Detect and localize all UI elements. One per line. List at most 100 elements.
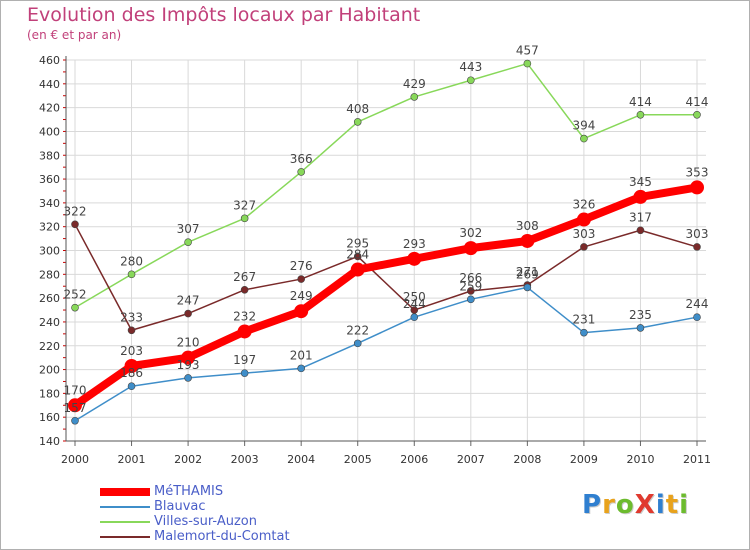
data-label-3: 317 xyxy=(629,210,652,224)
series-point-3 xyxy=(297,275,305,283)
y-tick-label: 300 xyxy=(39,245,60,258)
series-line-1 xyxy=(74,286,698,422)
series-point-1 xyxy=(127,382,136,391)
series-point-0 xyxy=(463,241,478,256)
series-point-1 xyxy=(693,313,701,321)
series xyxy=(68,59,704,425)
data-label-2: 429 xyxy=(403,77,426,91)
y-tick-label: 420 xyxy=(39,102,60,115)
data-label-1: 244 xyxy=(403,297,426,311)
series-point-0 xyxy=(294,304,309,319)
series-point-2 xyxy=(297,168,305,176)
data-label-2: 280 xyxy=(120,254,143,268)
data-label-1: 193 xyxy=(177,358,200,372)
data-label-3: 250 xyxy=(403,290,426,304)
series-point-0 xyxy=(68,398,82,413)
grid xyxy=(66,59,706,442)
y-tick-label: 320 xyxy=(39,221,60,234)
data-label-1: 222 xyxy=(346,323,369,337)
series-point-1 xyxy=(636,324,645,332)
series-point-0 xyxy=(124,358,139,373)
data-label-0: 302 xyxy=(459,226,482,240)
legend-swatch-2 xyxy=(100,521,150,523)
data-label-2: 408 xyxy=(346,102,369,116)
y-tick-label: 360 xyxy=(39,173,60,186)
y-tick-label: 460 xyxy=(39,54,60,67)
data-label-1: 157 xyxy=(64,401,87,415)
series-point-1 xyxy=(410,313,419,321)
series-point-0 xyxy=(237,324,252,339)
series-point-3 xyxy=(353,252,362,261)
series-point-1 xyxy=(523,283,532,292)
legend-label-2: Villes-sur-Auzon xyxy=(154,514,257,529)
data-label-0: 308 xyxy=(516,219,539,233)
y-tick-label: 160 xyxy=(39,411,60,424)
x-tick-label: 2010 xyxy=(626,453,654,466)
legend-label-1: Blauvac xyxy=(154,499,206,514)
data-label-3: 303 xyxy=(572,227,595,241)
data-label-1: 244 xyxy=(686,297,709,311)
series-point-2 xyxy=(580,134,588,143)
legend-item: MéTHAMIS xyxy=(100,484,360,500)
legend-label-3: Malemort-du-Comtat xyxy=(154,529,290,544)
legend-swatch-3 xyxy=(100,536,150,538)
legend: MéTHAMIS Blauvac Villes-sur-Auzon Malemo… xyxy=(100,484,360,545)
data-label-1: 197 xyxy=(233,353,256,367)
data-label-3: 233 xyxy=(120,310,143,324)
series-point-2 xyxy=(523,59,532,68)
x-tick-label: 2001 xyxy=(118,453,146,466)
y-tick-label: 440 xyxy=(39,78,60,91)
data-label-0: 293 xyxy=(403,237,426,251)
y-tick-label: 400 xyxy=(39,125,60,138)
data-label-3: 295 xyxy=(346,236,369,250)
x-tick-label: 2011 xyxy=(683,453,711,466)
y-tick-label: 240 xyxy=(39,316,60,329)
series-point-0 xyxy=(181,350,196,365)
y-tick-label: 380 xyxy=(39,149,60,162)
data-label-2: 443 xyxy=(459,60,482,74)
y-tick-label: 220 xyxy=(39,340,60,353)
data-label-0: 249 xyxy=(290,289,313,303)
data-label-3: 276 xyxy=(290,259,313,273)
data-label-0: 326 xyxy=(572,198,595,212)
series-point-3 xyxy=(71,220,79,229)
data-label-1: 231 xyxy=(572,313,595,327)
series-line-3 xyxy=(74,223,698,332)
x-tick-label: 2005 xyxy=(344,453,372,466)
data-label-3: 271 xyxy=(516,265,539,279)
series-point-3 xyxy=(184,309,192,318)
series-point-0 xyxy=(633,189,648,204)
data-label-2: 414 xyxy=(629,95,652,109)
series-point-0 xyxy=(520,233,535,248)
data-label-1: 201 xyxy=(290,348,313,362)
legend-item: Malemort-du-Comtat xyxy=(100,529,360,545)
data-label-2: 394 xyxy=(572,119,595,133)
series-point-3 xyxy=(636,226,645,235)
series-point-3 xyxy=(240,285,249,294)
legend-item: Blauvac xyxy=(100,499,360,515)
series-point-1 xyxy=(580,328,588,337)
chart-subtitle: (en € et par an) xyxy=(27,28,122,42)
legend-item: Villes-sur-Auzon xyxy=(100,514,360,530)
y-tick-label: 280 xyxy=(39,268,60,281)
series-point-2 xyxy=(127,270,136,279)
series-point-2 xyxy=(240,214,249,223)
data-label-0: 284 xyxy=(346,248,369,262)
data-label-3: 322 xyxy=(64,204,87,218)
series-point-3 xyxy=(467,287,475,295)
series-point-3 xyxy=(693,243,701,251)
data-label-2: 366 xyxy=(290,152,313,166)
series-point-1 xyxy=(240,369,249,377)
data-label-0: 203 xyxy=(120,344,143,358)
legend-swatch-1 xyxy=(100,506,150,508)
data-label-0: 210 xyxy=(177,336,200,350)
x-tick-label: 2003 xyxy=(231,453,259,466)
legend-swatch-0 xyxy=(100,488,150,496)
series-point-2 xyxy=(184,238,192,246)
data-label-2: 457 xyxy=(516,44,539,58)
series-point-1 xyxy=(297,364,305,373)
axes: 140 160 180 200 220 240 260 280 300 320 340 360 380 4… xyxy=(39,54,711,466)
data-label-0: 232 xyxy=(233,309,256,323)
data-label-2: 327 xyxy=(233,198,256,212)
